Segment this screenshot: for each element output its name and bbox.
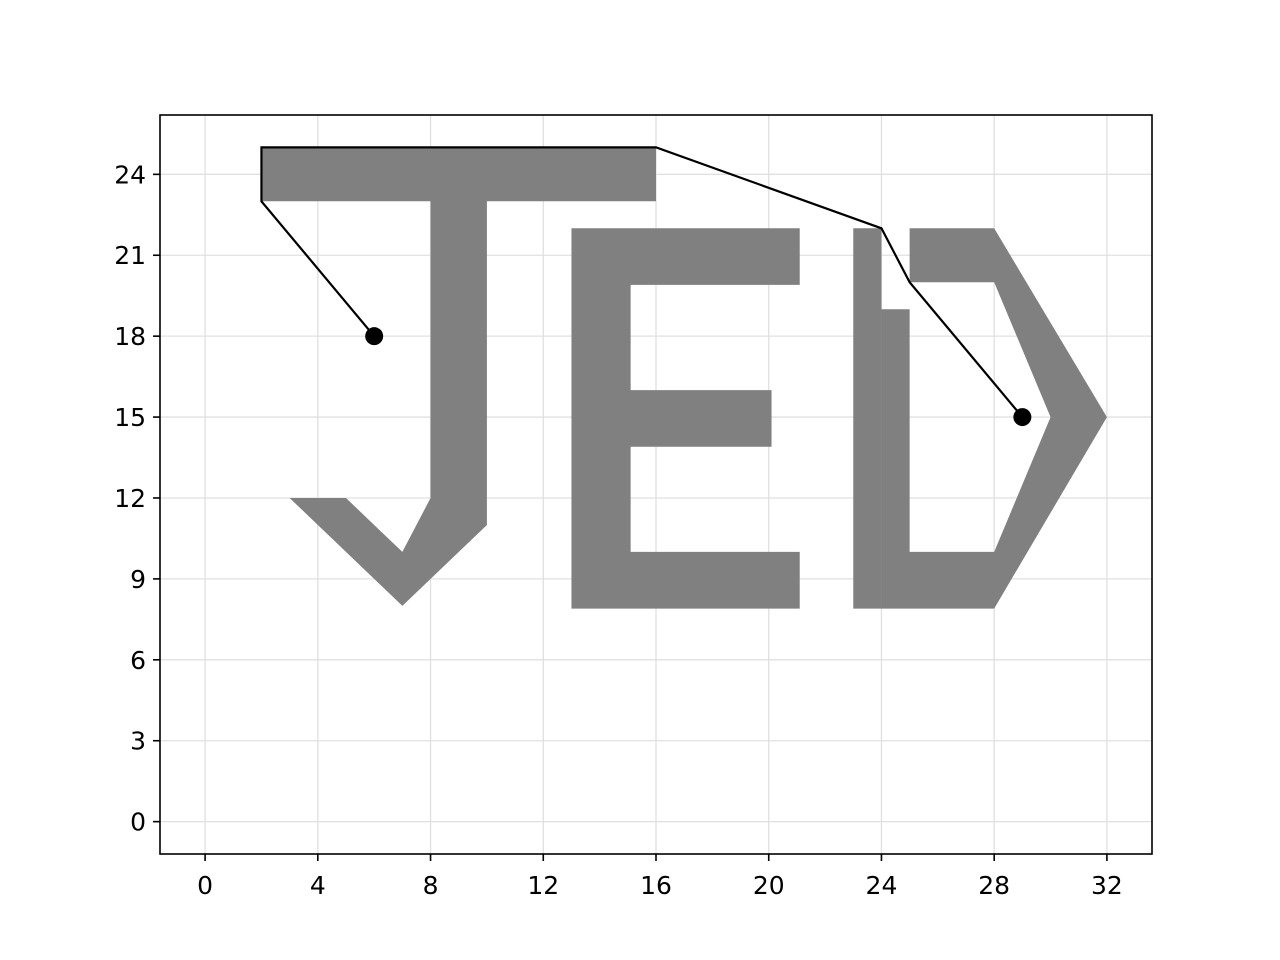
- y-tick-label: 9: [130, 565, 146, 594]
- y-tick-label: 24: [114, 160, 146, 189]
- x-tick-label: 20: [753, 871, 785, 900]
- x-tick-label: 0: [197, 871, 213, 900]
- x-tick-label: 32: [1091, 871, 1123, 900]
- scatter-point: [365, 327, 384, 346]
- path-polyline: [260, 146, 1024, 418]
- x-tick-label: 8: [423, 871, 439, 900]
- x-tick-label: 28: [978, 871, 1010, 900]
- letter-D-bar-shape: [853, 228, 882, 609]
- axis-ticks: 0 4 8 12 16 20 24 28 32 0 3 6 9 12 15 18 21 24: [114, 160, 1123, 900]
- x-tick-label: 4: [310, 871, 326, 900]
- scatter-points: [365, 327, 1032, 427]
- letter-D-body-shape: [881, 228, 1107, 609]
- letter-E-shape: [571, 228, 800, 609]
- y-tick-label: 6: [130, 646, 146, 675]
- x-tick-label: 16: [640, 871, 672, 900]
- x-tick-label: 24: [866, 871, 898, 900]
- y-tick-label: 12: [114, 484, 146, 513]
- y-tick-label: 21: [114, 241, 146, 270]
- y-tick-label: 0: [130, 808, 146, 837]
- letter-shapes: [261, 147, 1107, 609]
- y-tick-label: 3: [130, 727, 146, 756]
- scatter-point: [1013, 408, 1032, 427]
- letter-J-shape: [261, 147, 656, 606]
- y-tick-label: 15: [114, 403, 146, 432]
- y-tick-label: 18: [114, 322, 146, 351]
- path-line: [260, 146, 1024, 418]
- x-tick-label: 12: [527, 871, 559, 900]
